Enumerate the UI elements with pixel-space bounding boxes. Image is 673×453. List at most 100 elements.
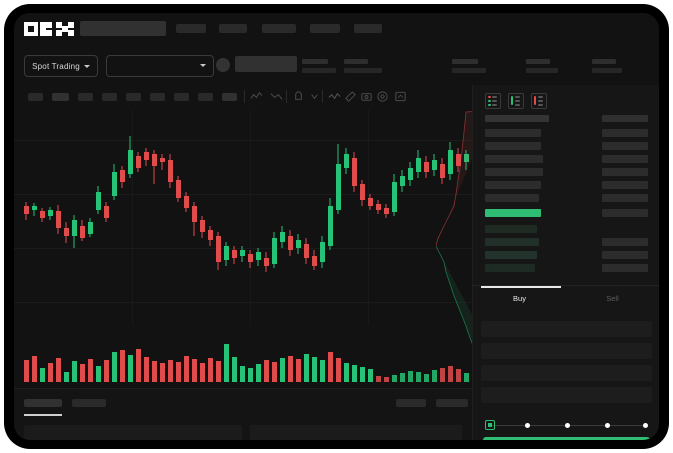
orderbook-ask-row[interactable] [485, 129, 541, 137]
trade-side-tabs: Buy Sell [473, 285, 659, 314]
orderbook-view-asks-icon[interactable] [531, 93, 547, 109]
search-input[interactable] [80, 21, 166, 36]
nav-item-2[interactable] [219, 24, 247, 33]
logo-letter-x [56, 22, 74, 36]
orderbook-price-header [485, 115, 549, 122]
stepper-dot-50[interactable] [565, 422, 570, 428]
timeframe-30m[interactable] [102, 93, 117, 101]
nav-item-5[interactable] [354, 24, 382, 33]
ruler-icon[interactable] [344, 90, 357, 103]
orderbook-view-both-icon[interactable] [485, 93, 501, 109]
nav-item-1[interactable] [176, 24, 206, 33]
gridline [14, 302, 472, 303]
tab-buy[interactable]: Buy [513, 294, 526, 303]
orderbook-view-bids-icon[interactable] [508, 93, 524, 109]
orderbook-amount-header [602, 115, 648, 122]
volume-bar [159, 363, 165, 382]
chevron-down-icon [83, 64, 90, 68]
tab-open-orders[interactable] [24, 399, 62, 407]
total-field[interactable] [481, 387, 652, 403]
nav-item-4[interactable] [310, 24, 340, 33]
tab-order-history[interactable] [72, 399, 106, 407]
timeframe-1m[interactable] [28, 93, 43, 101]
volume-bar [303, 354, 309, 382]
logo-letter-k [40, 22, 54, 36]
stepper-dot-100[interactable] [643, 422, 648, 428]
orderbook-ask-row[interactable] [485, 168, 543, 176]
alert-icon[interactable] [292, 90, 305, 103]
candle [183, 110, 189, 325]
timeframe-4h[interactable] [150, 93, 165, 101]
volume-bar [255, 364, 261, 382]
product-type-label: Spot Trading [32, 61, 80, 71]
volume-bar [183, 356, 189, 382]
volume-bar [143, 357, 149, 382]
stat-last-price [302, 59, 336, 73]
orderbook-ask-row[interactable] [485, 194, 539, 202]
orderbook-bid-row-amount [602, 238, 648, 246]
volume-bar [439, 368, 445, 382]
indicator-icon[interactable] [250, 90, 263, 103]
volume-bar [343, 363, 349, 382]
orderbook-ask-row[interactable] [485, 181, 541, 189]
line-chart-icon[interactable] [328, 90, 341, 103]
gridline [14, 248, 472, 249]
candle [103, 110, 109, 325]
candle [375, 110, 381, 325]
price-field[interactable] [481, 343, 652, 359]
bottom-action-2[interactable] [436, 399, 468, 407]
timeframe-1h[interactable] [126, 93, 141, 101]
product-type-selector[interactable]: Spot Trading [24, 55, 98, 77]
amount-field[interactable] [481, 365, 652, 381]
timeframe-1M[interactable] [222, 93, 237, 101]
price-chart[interactable] [14, 110, 492, 388]
timeframe-15m[interactable] [78, 93, 93, 101]
settings-icon[interactable] [376, 90, 389, 103]
trading-pair-selector[interactable] [106, 55, 214, 77]
gridline [14, 140, 472, 141]
orderbook-ask-row-amount [602, 155, 648, 163]
candlestick-series [14, 110, 472, 325]
candle [351, 110, 357, 325]
stepper-handle[interactable] [485, 420, 495, 430]
stepper-dot-25[interactable] [525, 422, 530, 428]
stepper-dot-75[interactable] [605, 422, 610, 428]
tab-sell[interactable]: Sell [606, 294, 619, 303]
fullscreen-icon[interactable] [394, 90, 407, 103]
camera-icon[interactable] [360, 90, 373, 103]
orderbook-bid-row-amount [602, 264, 648, 272]
orderbook-ask-row-amount [602, 168, 648, 176]
orderbook-bid-row[interactable] [485, 251, 537, 259]
nav-item-3[interactable] [262, 24, 296, 33]
volume-bar [295, 359, 301, 382]
candle [343, 110, 349, 325]
volume-bar [71, 361, 77, 382]
volume-bar [247, 368, 253, 382]
chevron-down-icon[interactable] [308, 90, 321, 103]
okx-logo[interactable] [24, 22, 74, 36]
volume-bar [31, 356, 37, 382]
timeframe-1w[interactable] [198, 93, 213, 101]
amount-percent-stepper[interactable] [485, 420, 648, 430]
candle [31, 110, 37, 325]
order-type-field[interactable] [481, 321, 652, 337]
orderbook-ask-row[interactable] [485, 142, 541, 150]
stat-change-24h [344, 59, 382, 73]
timeframe-5m[interactable] [52, 93, 69, 101]
volume-bar [207, 358, 213, 382]
timeframe-1d[interactable] [174, 93, 189, 101]
volume-bar [47, 363, 53, 382]
bottom-action-1[interactable] [396, 399, 426, 407]
volume-bar [151, 361, 157, 382]
candle [383, 110, 389, 325]
submit-order-button[interactable] [483, 437, 650, 440]
compare-icon[interactable] [270, 90, 283, 103]
orderbook-ask-row[interactable] [485, 155, 543, 163]
orderbook-bid-row[interactable] [485, 238, 539, 246]
orderbook-bid-row[interactable] [485, 225, 537, 233]
candle [279, 110, 285, 325]
orderbook-selected-row[interactable] [485, 209, 541, 217]
stat-low-24h [526, 59, 558, 73]
candle [223, 110, 229, 325]
orderbook-bid-row[interactable] [485, 264, 535, 272]
